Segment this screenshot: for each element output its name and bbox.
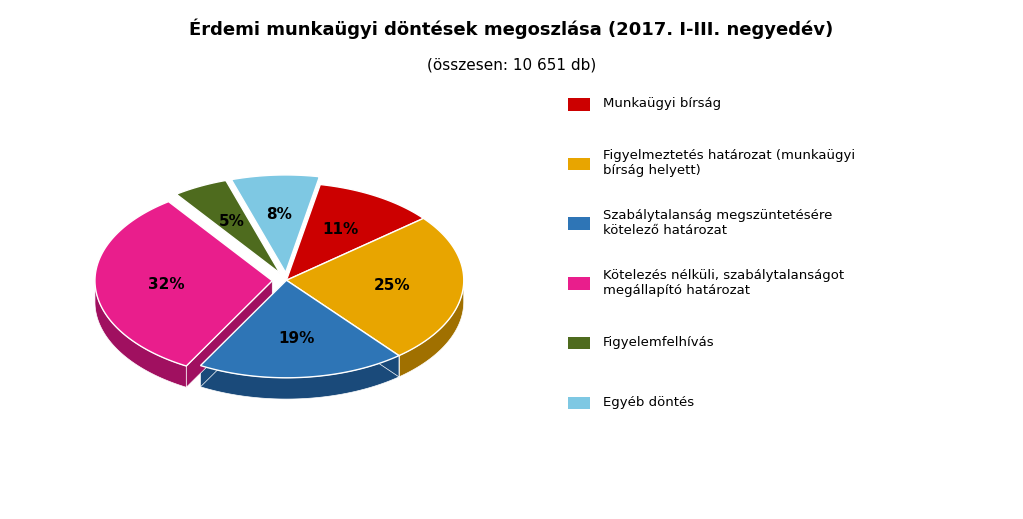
Polygon shape	[95, 201, 272, 366]
Polygon shape	[286, 280, 399, 377]
Text: 11%: 11%	[323, 223, 359, 238]
Polygon shape	[176, 181, 280, 274]
Polygon shape	[201, 280, 399, 378]
Text: 25%: 25%	[374, 279, 410, 293]
Text: 5%: 5%	[219, 213, 246, 228]
Text: (összesen: 10 651 db): (összesen: 10 651 db)	[427, 58, 596, 72]
Polygon shape	[286, 280, 399, 377]
Polygon shape	[399, 281, 463, 377]
Text: Munkaügyi bírság: Munkaügyi bírság	[603, 97, 720, 111]
Polygon shape	[95, 282, 186, 387]
Text: 32%: 32%	[147, 277, 184, 292]
Text: Figyelemfelhívás: Figyelemfelhívás	[603, 336, 714, 349]
Text: 8%: 8%	[266, 207, 293, 222]
Text: Érdemi munkaügyi döntések megoszlása (2017. I-III. negyedév): Érdemi munkaügyi döntések megoszlása (20…	[189, 18, 834, 39]
Polygon shape	[231, 175, 319, 272]
Polygon shape	[186, 281, 272, 387]
Text: Szabálytalanság megszüntetésére
kötelező határozat: Szabálytalanság megszüntetésére kötelező…	[603, 209, 832, 237]
Polygon shape	[286, 218, 463, 356]
Text: Egyéb döntés: Egyéb döntés	[603, 395, 694, 409]
Text: Figyelmeztetés határozat (munkaügyi
bírság helyett): Figyelmeztetés határozat (munkaügyi bírs…	[603, 149, 854, 177]
Polygon shape	[201, 356, 399, 399]
Text: Kötelezés nélküli, szabálytalanságot
megállapító határozat: Kötelezés nélküli, szabálytalanságot meg…	[603, 269, 844, 297]
Polygon shape	[286, 185, 424, 280]
Polygon shape	[201, 280, 286, 387]
Text: 19%: 19%	[278, 331, 314, 346]
